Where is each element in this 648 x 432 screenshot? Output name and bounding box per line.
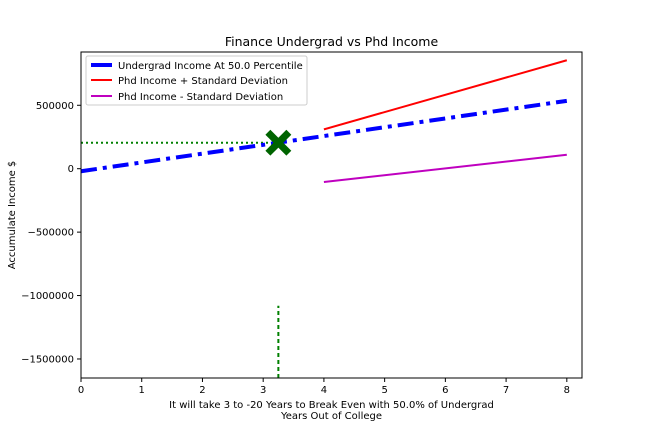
break-even-marker: [265, 129, 292, 156]
y-tick-label: −500000: [27, 228, 74, 239]
x-tick-label: 6: [442, 385, 448, 396]
y-tick-label: 0: [68, 164, 74, 175]
x-tick-label: 3: [260, 385, 266, 396]
series-undergrad-line: [80, 98, 568, 174]
chart-title: Finance Undergrad vs Phd Income: [225, 34, 439, 49]
x-tick-label: 4: [321, 385, 327, 396]
x-tick-label: 0: [78, 385, 84, 396]
x-tick-label: 1: [139, 385, 145, 396]
y-tick-label: −1500000: [21, 354, 74, 365]
legend-box: [85, 55, 308, 106]
legend: Undergrad Income At 50.0 Percentile Phd …: [85, 55, 308, 106]
y-axis: 500000 0 −500000 −1000000 −1500000: [21, 101, 81, 365]
legend-label-phd-minus: Phd Income - Standard Deviation: [118, 92, 283, 103]
axes-frame: [80, 51, 583, 379]
x-tick-label: 5: [381, 385, 387, 396]
y-tick-label: −1000000: [21, 291, 74, 302]
x-tick-label: 7: [503, 385, 509, 396]
y-axis-label: Accumulate Income $: [7, 161, 18, 270]
x-tick-label: 2: [199, 385, 205, 396]
series-phd-plus-line: [323, 59, 568, 131]
y-tick-label: 500000: [36, 101, 74, 112]
x-axis: 0 1 2 3 4 5 6 7 8: [78, 378, 570, 396]
legend-label-undergrad: Undergrad Income At 50.0 Percentile: [118, 61, 303, 72]
legend-label-phd-plus: Phd Income + Standard Deviation: [118, 76, 288, 87]
x-tick-label: 8: [564, 385, 570, 396]
x-axis-annotation: It will take 3 to -20 Years to Break Eve…: [169, 400, 494, 411]
x-axis-label: Years Out of College: [280, 411, 382, 422]
plot-area: [80, 59, 568, 378]
series-phd-minus-line: [323, 153, 567, 184]
